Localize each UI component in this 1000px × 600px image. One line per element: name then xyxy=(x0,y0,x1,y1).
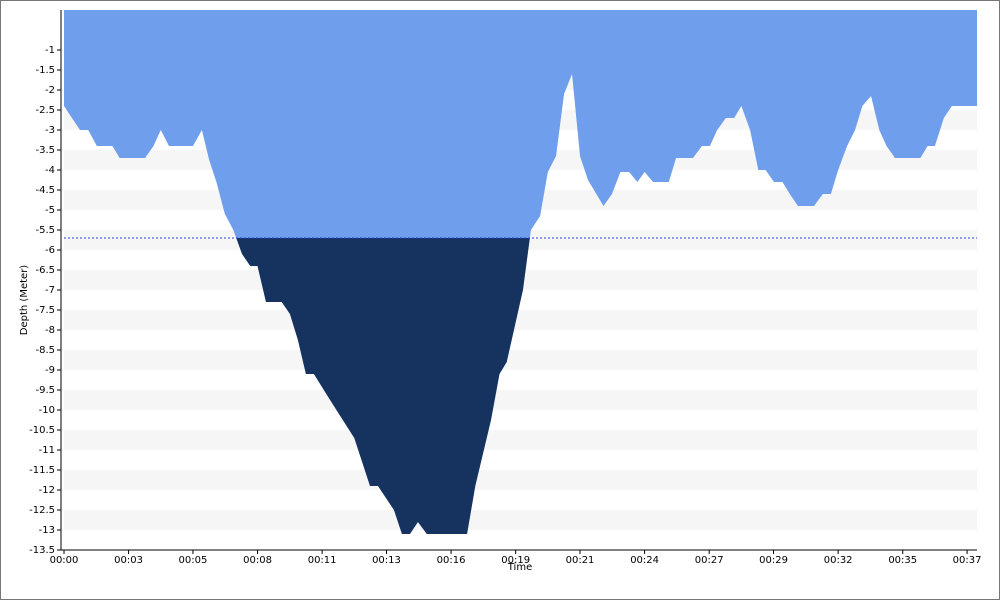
x-tick-label: 00:13 xyxy=(372,555,401,566)
x-tick-label: 00:37 xyxy=(953,555,982,566)
x-axis-label: Time xyxy=(507,562,532,573)
y-tick-label: -7 xyxy=(45,285,55,296)
x-tick-label: 00:24 xyxy=(630,555,659,566)
y-tick-label: -13.5 xyxy=(29,545,55,556)
y-tick-label: -8.5 xyxy=(35,345,55,356)
y-tick-label: -8 xyxy=(45,325,55,336)
y-tick-label: -6.5 xyxy=(35,265,55,276)
y-tick-label: -4.5 xyxy=(35,185,55,196)
y-tick-label: -10.5 xyxy=(29,425,55,436)
y-tick-label: -1.5 xyxy=(35,65,55,76)
x-tick-label: 00:35 xyxy=(888,555,917,566)
y-tick-label: -13 xyxy=(39,525,55,536)
y-tick-label: -11.5 xyxy=(29,465,55,476)
x-tick-label: 00:19 xyxy=(501,555,530,566)
x-tick-label: 00:27 xyxy=(695,555,724,566)
x-tick-label: 00:16 xyxy=(437,555,466,566)
x-tick-label: 00:29 xyxy=(759,555,788,566)
x-tick-label: 00:00 xyxy=(50,555,79,566)
y-tick-label: -3.5 xyxy=(35,145,55,156)
y-tick-label: -4 xyxy=(45,165,55,176)
x-tick-label: 00:11 xyxy=(308,555,337,566)
x-tick-label: 00:21 xyxy=(566,555,595,566)
y-tick-label: -7.5 xyxy=(35,305,55,316)
y-tick-label: -3 xyxy=(45,125,55,136)
x-tick-label: 00:03 xyxy=(114,555,143,566)
x-tick-label: 00:32 xyxy=(824,555,853,566)
stripe xyxy=(64,430,977,450)
y-tick-label: -1 xyxy=(45,45,55,56)
y-tick-label: -9 xyxy=(45,365,55,376)
y-tick-label: -11 xyxy=(39,445,55,456)
y-tick-label: -12.5 xyxy=(29,505,55,516)
y-tick-label: -10 xyxy=(39,405,55,416)
stripe xyxy=(64,350,977,370)
stripe xyxy=(64,470,977,490)
stripe xyxy=(64,390,977,410)
y-tick-label: -6 xyxy=(45,245,55,256)
y-tick-label: -12 xyxy=(39,485,55,496)
y-tick-label: -9.5 xyxy=(35,385,55,396)
x-tick-label: 00:05 xyxy=(179,555,208,566)
y-axis-label: Depth (Meter) xyxy=(19,265,30,336)
y-tick-label: -5.5 xyxy=(35,225,55,236)
deep-area xyxy=(236,238,530,534)
stripe xyxy=(64,510,977,530)
y-tick-label: -5 xyxy=(45,205,55,216)
y-tick-label: -2 xyxy=(45,85,55,96)
y-tick-label: -2.5 xyxy=(35,105,55,116)
x-tick-label: 00:08 xyxy=(243,555,272,566)
stripe xyxy=(64,310,977,330)
